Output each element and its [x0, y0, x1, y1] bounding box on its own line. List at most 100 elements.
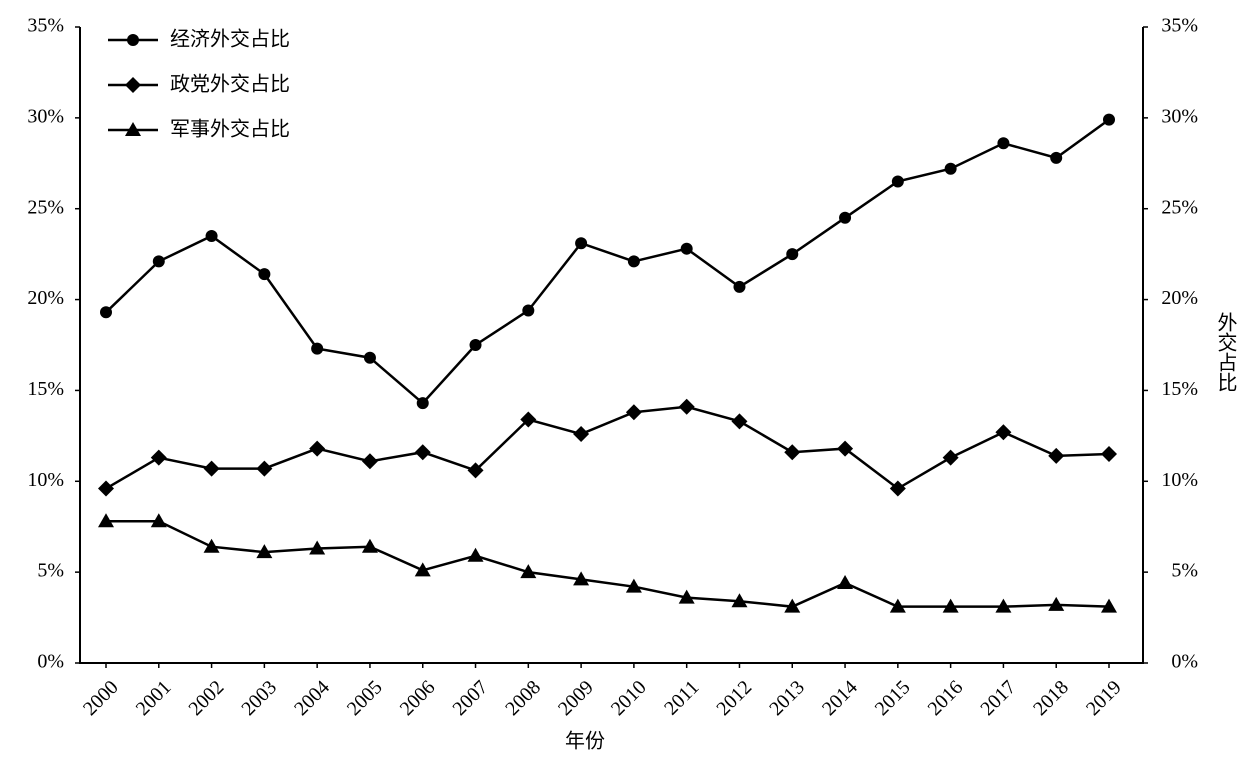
x-tick-label: 2006 [396, 676, 440, 720]
legend-marker [127, 34, 139, 46]
x-tick-label: 2004 [290, 676, 334, 720]
data-point [467, 547, 484, 562]
y2-tick-label: 20% [1161, 287, 1198, 309]
data-point [150, 513, 167, 528]
x-tick-label: 2010 [607, 676, 651, 720]
y-tick-label: 0% [37, 651, 64, 673]
data-point [889, 480, 906, 497]
data-point [416, 397, 429, 410]
x-tick-label: 2018 [1029, 676, 1073, 720]
data-point [258, 268, 271, 281]
y2-tick-label: 25% [1161, 196, 1198, 218]
data-point [150, 449, 167, 466]
data-point [309, 440, 326, 457]
data-point [363, 351, 376, 364]
data-point [256, 544, 273, 559]
data-point [995, 424, 1012, 441]
data-point [680, 242, 693, 255]
data-point [361, 453, 378, 470]
data-point [839, 211, 852, 224]
x-tick-label: 2016 [924, 676, 968, 720]
data-point [784, 598, 801, 613]
data-point [98, 480, 114, 497]
y-tick-label: 25% [27, 196, 64, 218]
x-tick-label: 2005 [343, 676, 387, 720]
data-point [942, 598, 959, 613]
series-line [105, 405, 1110, 491]
data-point [625, 404, 642, 421]
data-point [520, 564, 537, 579]
y-tick-label: 10% [27, 469, 64, 491]
x-tick-label: 2011 [660, 676, 703, 719]
data-point [1050, 151, 1063, 164]
y2-axis-label: 外交占比 [1214, 312, 1238, 392]
data-point [256, 460, 273, 477]
series-line [106, 520, 1110, 608]
data-point [733, 280, 746, 293]
data-point [203, 538, 220, 553]
data-point [469, 339, 482, 351]
data-point [100, 306, 112, 319]
y-tick-label: 5% [37, 560, 64, 582]
y-tick-label: 30% [27, 105, 64, 127]
data-point [625, 578, 642, 593]
data-point [678, 398, 695, 415]
x-tick-label: 2019 [1082, 676, 1126, 720]
x-axis-label: 年份 [565, 729, 605, 753]
series-line [105, 118, 1110, 405]
x-tick-label: 2002 [185, 676, 229, 720]
data-point [361, 538, 378, 553]
data-point [786, 248, 799, 261]
data-point [98, 513, 114, 528]
data-point [414, 562, 431, 577]
data-point [731, 593, 748, 608]
data-point [731, 413, 748, 430]
x-tick-label: 2014 [818, 676, 862, 720]
data-point [1048, 447, 1065, 464]
data-point [837, 440, 854, 457]
data-point [467, 462, 484, 479]
data-point [678, 589, 695, 604]
y-tick-label: 20% [27, 287, 64, 309]
data-point [942, 449, 959, 466]
data-point [575, 237, 588, 250]
x-tick-label: 2000 [79, 676, 123, 720]
data-point [203, 460, 220, 477]
data-point [520, 411, 537, 428]
data-point [995, 598, 1012, 613]
data-point [414, 444, 431, 461]
x-tick-label: 2015 [871, 676, 915, 720]
x-tick-label: 2017 [976, 676, 1020, 720]
data-point [1101, 598, 1117, 613]
legend-marker [125, 122, 141, 136]
x-tick-label: 2007 [448, 676, 492, 720]
legend-label: 政党外交占比 [170, 72, 290, 96]
data-point [152, 255, 165, 268]
data-point [627, 255, 640, 268]
data-point [1048, 596, 1065, 611]
data-point [522, 304, 535, 317]
data-point [891, 175, 904, 188]
x-tick-label: 2001 [132, 676, 176, 720]
y-tick-label: 35% [27, 15, 64, 37]
data-point [573, 571, 590, 586]
y-tick-label: 15% [27, 378, 64, 400]
y2-tick-label: 5% [1171, 560, 1198, 582]
data-point [837, 575, 854, 590]
data-point [309, 540, 326, 555]
legend-label: 经济外交占比 [170, 27, 290, 51]
legend-label: 军事外交占比 [170, 117, 290, 141]
data-point [573, 426, 590, 443]
legend-marker [125, 77, 141, 93]
x-tick-label: 2008 [501, 676, 545, 720]
data-point [889, 598, 906, 613]
data-point [944, 162, 957, 175]
data-point [1101, 446, 1117, 463]
y2-tick-label: 30% [1161, 105, 1198, 127]
y2-tick-label: 35% [1161, 15, 1198, 37]
x-tick-label: 2003 [237, 676, 281, 720]
data-point [997, 137, 1010, 150]
x-tick-label: 2013 [765, 676, 809, 720]
y2-tick-label: 15% [1161, 378, 1198, 400]
